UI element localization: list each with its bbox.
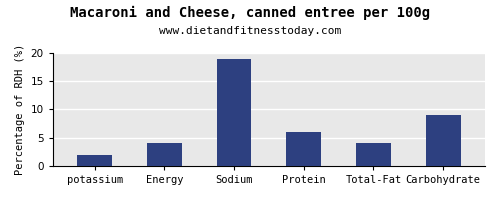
Bar <box>77 155 112 166</box>
Bar <box>147 143 182 166</box>
Bar <box>356 143 391 166</box>
Y-axis label: Percentage of RDH (%): Percentage of RDH (%) <box>15 44 25 175</box>
Text: Macaroni and Cheese, canned entree per 100g: Macaroni and Cheese, canned entree per 1… <box>70 6 430 20</box>
Bar <box>426 115 460 166</box>
Bar <box>286 132 321 166</box>
Text: www.dietandfitnesstoday.com: www.dietandfitnesstoday.com <box>159 26 341 36</box>
Bar <box>216 59 252 166</box>
